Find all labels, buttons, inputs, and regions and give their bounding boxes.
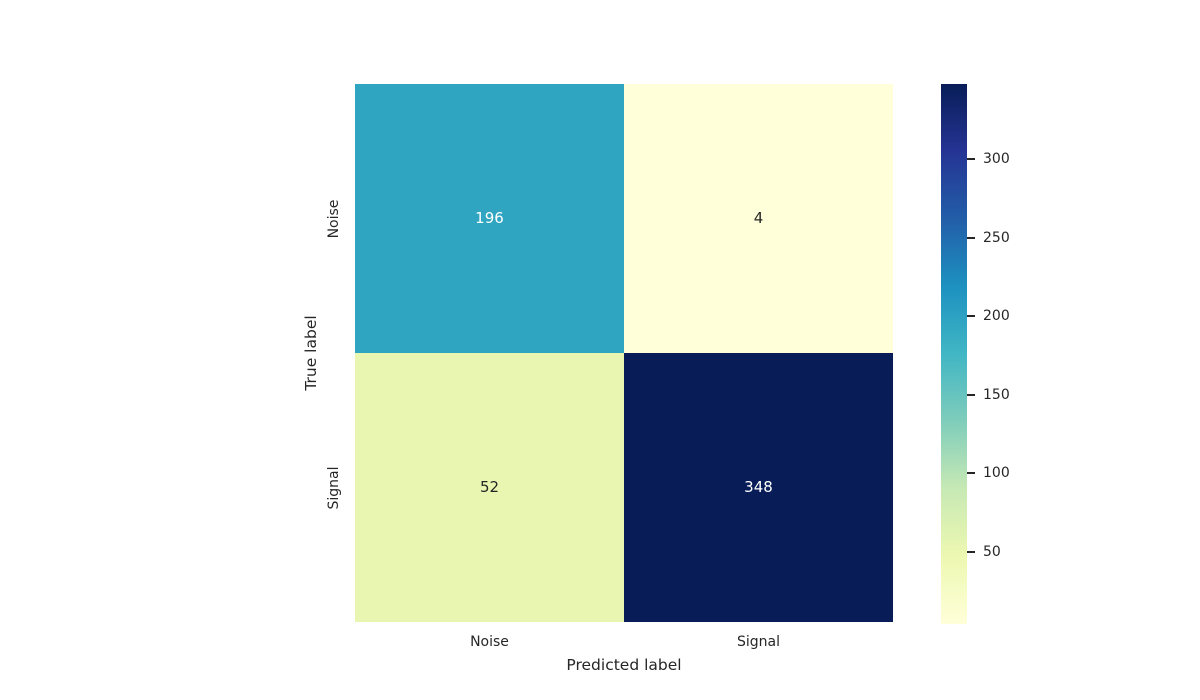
x-tick-labels: Noise Signal [355,634,893,652]
colorbar-tick-mark [967,315,975,318]
heatmap-cell-signal-signal: 348 [624,353,893,622]
heatmap: 196 4 52 348 [355,84,893,622]
colorbar-tick-label-150: 150 [983,386,1010,403]
cell-value: 348 [744,478,773,496]
colorbar-gradient [941,84,967,624]
y-axis-label: True label [302,315,320,391]
colorbar-tick-mark [967,472,975,475]
colorbar-tick-label-300: 300 [983,151,1010,168]
y-tick-label-signal: Signal [326,465,342,510]
colorbar-tick-mark [967,550,975,553]
colorbar: 50 100 150 200 250 300 [941,84,1010,624]
colorbar-tick-label-200: 200 [983,308,1010,325]
heatmap-cell-noise-noise: 196 [355,84,624,353]
colorbar-tick-mark [967,393,975,396]
heatmap-cell-signal-noise: 52 [355,353,624,622]
colorbar-tick-label-250: 250 [983,229,1010,246]
heatmap-cell-noise-signal: 4 [624,84,893,353]
cell-value: 52 [479,478,500,496]
x-axis-label: Predicted label [566,656,682,674]
colorbar-tick-label-100: 100 [983,465,1010,482]
colorbar-tick-mark [967,236,975,239]
x-tick-label-noise: Noise [470,634,509,650]
x-tick-label-signal: Signal [736,634,781,650]
cell-value: 196 [475,209,504,227]
colorbar-tick-mark [967,158,975,161]
colorbar-tick-label-50: 50 [983,543,1001,560]
y-tick-label-noise: Noise [326,199,342,238]
cell-value: 4 [753,209,764,227]
